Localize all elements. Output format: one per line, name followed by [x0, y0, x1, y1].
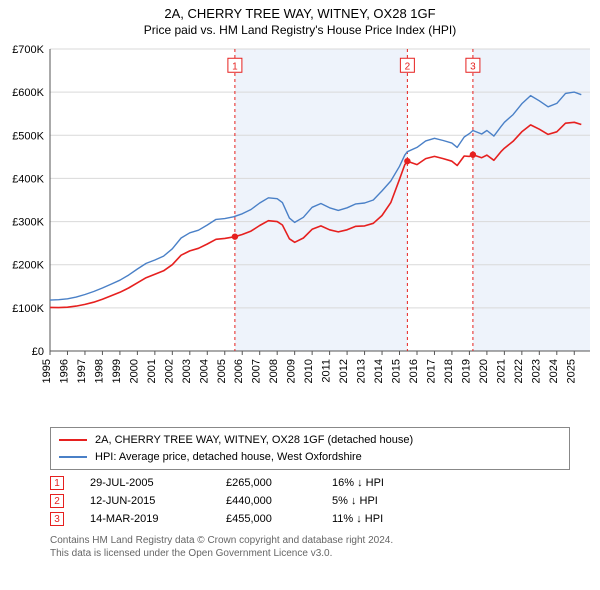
svg-text:2: 2: [405, 61, 411, 72]
svg-text:2004: 2004: [198, 359, 210, 383]
transaction-date: 14-MAR-2019: [90, 513, 200, 525]
svg-text:2014: 2014: [373, 359, 385, 383]
transaction-price: £265,000: [226, 477, 306, 489]
legend-row-hpi: HPI: Average price, detached house, West…: [59, 449, 561, 466]
svg-text:2012: 2012: [338, 359, 350, 383]
svg-text:£100K: £100K: [12, 303, 44, 315]
svg-text:2023: 2023: [530, 359, 542, 383]
line-chart-svg: £0 £100K £200K £300K £400K £500K £600K £700K 199…: [0, 41, 600, 421]
svg-text:2009: 2009: [286, 359, 298, 383]
svg-text:2022: 2022: [513, 359, 525, 383]
svg-text:£600K: £600K: [12, 87, 44, 99]
transaction-price: £455,000: [226, 513, 306, 525]
chart-container: { "title": "2A, CHERRY TREE WAY, WITNEY,…: [0, 0, 600, 590]
svg-text:1: 1: [232, 61, 238, 72]
svg-text:£300K: £300K: [12, 217, 44, 229]
transaction-date: 12-JUN-2015: [90, 495, 200, 507]
transaction-marker: 3: [50, 512, 64, 526]
svg-text:£700K: £700K: [12, 44, 44, 56]
svg-text:2005: 2005: [216, 359, 228, 383]
transaction-price: £440,000: [226, 495, 306, 507]
svg-text:2015: 2015: [391, 359, 403, 383]
svg-text:£200K: £200K: [12, 260, 44, 272]
svg-text:2019: 2019: [460, 359, 472, 383]
svg-text:2001: 2001: [146, 359, 158, 383]
chart-subtitle: Price paid vs. HM Land Registry's House …: [0, 21, 600, 41]
transaction-marker: 2: [50, 494, 64, 508]
transaction-diff: 16% ↓ HPI: [332, 477, 432, 489]
chart-plot-area: £0 £100K £200K £300K £400K £500K £600K £700K 199…: [0, 41, 600, 421]
svg-text:£500K: £500K: [12, 130, 44, 142]
svg-text:2008: 2008: [268, 359, 280, 383]
svg-text:£400K: £400K: [12, 173, 44, 185]
svg-text:2024: 2024: [548, 359, 560, 383]
legend-label-price-paid: 2A, CHERRY TREE WAY, WITNEY, OX28 1GF (d…: [95, 432, 413, 449]
legend: 2A, CHERRY TREE WAY, WITNEY, OX28 1GF (d…: [50, 427, 570, 470]
transactions-table: 1 29-JUL-2005 £265,000 16% ↓ HPI 2 12-JUN-201…: [50, 474, 570, 528]
legend-row-price-paid: 2A, CHERRY TREE WAY, WITNEY, OX28 1GF (d…: [59, 432, 561, 449]
svg-text:2020: 2020: [478, 359, 490, 383]
svg-text:2000: 2000: [128, 359, 140, 383]
legend-label-hpi: HPI: Average price, detached house, West…: [95, 449, 362, 466]
svg-text:2006: 2006: [233, 359, 245, 383]
svg-text:2002: 2002: [163, 359, 175, 383]
footer-line-1: Contains HM Land Registry data © Crown c…: [50, 534, 570, 547]
svg-text:2011: 2011: [321, 359, 333, 383]
legend-swatch-hpi: [59, 456, 87, 458]
svg-text:1997: 1997: [76, 359, 88, 383]
svg-text:1995: 1995: [41, 359, 53, 383]
svg-text:2017: 2017: [425, 359, 437, 383]
transaction-diff: 5% ↓ HPI: [332, 495, 432, 507]
svg-text:3: 3: [470, 61, 476, 72]
svg-text:1996: 1996: [58, 359, 70, 383]
attribution-footer: Contains HM Land Registry data © Crown c…: [50, 534, 570, 560]
svg-text:2003: 2003: [181, 359, 193, 383]
transaction-row: 3 14-MAR-2019 £455,000 11% ↓ HPI: [50, 510, 570, 528]
svg-text:2021: 2021: [495, 359, 507, 383]
svg-text:£0: £0: [32, 346, 44, 358]
svg-text:2025: 2025: [565, 359, 577, 383]
svg-text:1998: 1998: [93, 359, 105, 383]
transaction-marker: 1: [50, 476, 64, 490]
svg-text:2010: 2010: [303, 359, 315, 383]
legend-swatch-price-paid: [59, 439, 87, 441]
svg-text:2013: 2013: [356, 359, 368, 383]
chart-title: 2A, CHERRY TREE WAY, WITNEY, OX28 1GF: [0, 0, 600, 21]
transaction-row: 1 29-JUL-2005 £265,000 16% ↓ HPI: [50, 474, 570, 492]
svg-text:2016: 2016: [408, 359, 420, 383]
svg-text:2007: 2007: [251, 359, 263, 383]
transaction-row: 2 12-JUN-2015 £440,000 5% ↓ HPI: [50, 492, 570, 510]
svg-text:1999: 1999: [111, 359, 123, 383]
transaction-date: 29-JUL-2005: [90, 477, 200, 489]
svg-text:2018: 2018: [443, 359, 455, 383]
transaction-diff: 11% ↓ HPI: [332, 513, 432, 525]
footer-line-2: This data is licensed under the Open Gov…: [50, 547, 570, 560]
